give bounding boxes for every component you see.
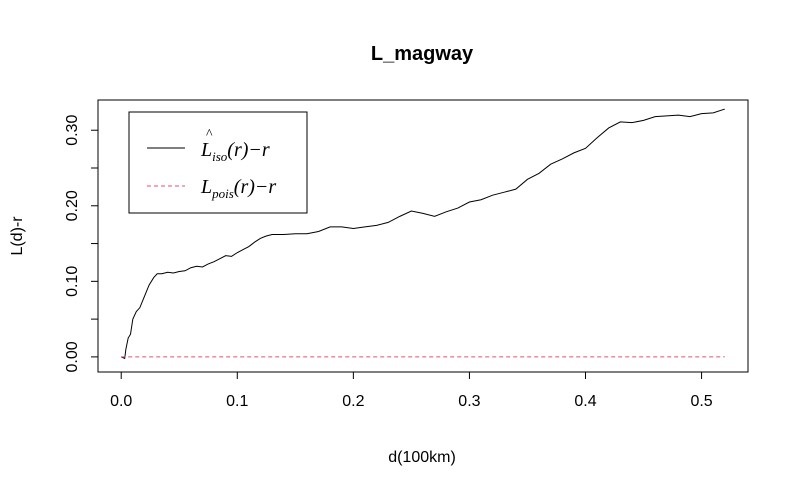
y-axis-label: L(d)-r: [9, 216, 26, 256]
legend-iso-hat: ^: [206, 127, 213, 142]
legend-iso-rest: (r)−r: [227, 139, 270, 161]
y-tick-label: 0.10: [64, 266, 81, 297]
legend-label-pois: Lpois(r)−r: [200, 176, 276, 201]
x-tick-label: 0.1: [226, 393, 248, 410]
series-layer: [121, 108, 725, 360]
series-line-iso: [121, 108, 725, 360]
x-tick-label: 0.0: [110, 393, 132, 410]
y-axis: 0.00 0.10 0.20 0.30: [64, 115, 99, 372]
x-tick-label: 0.5: [690, 393, 712, 410]
x-tick-label: 0.2: [342, 393, 364, 410]
legend-iso-sub: iso: [212, 149, 228, 164]
legend-pois-sub: pois: [211, 186, 234, 201]
chart-title: L_magway: [371, 43, 474, 65]
y-tick-label: 0.20: [64, 190, 81, 221]
x-axis-label: d(100km): [388, 449, 456, 466]
legend-box: [128, 111, 308, 214]
legend-label-iso: Liso(r)−r: [200, 139, 270, 164]
legend-pois-rest: (r)−r: [234, 176, 277, 198]
legend: Liso(r)−r ^ Lpois(r)−r: [128, 111, 308, 214]
x-tick-label: 0.4: [574, 393, 596, 410]
y-tick-label: 0.30: [64, 115, 81, 146]
x-tick-label: 0.3: [458, 393, 480, 410]
y-tick-label: 0.00: [64, 341, 81, 372]
x-axis: 0.0 0.1 0.2 0.3 0.4 0.5: [110, 371, 713, 410]
legend-iso-main: L: [200, 139, 212, 161]
legend-pois-main: L: [200, 176, 212, 198]
